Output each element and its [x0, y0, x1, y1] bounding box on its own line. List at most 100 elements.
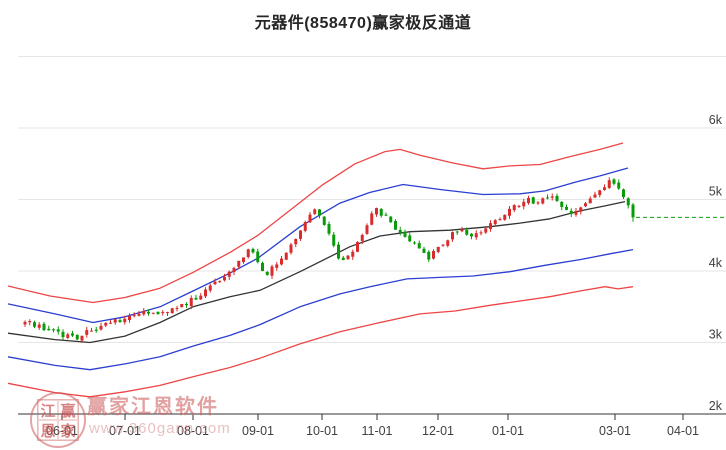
axis-tick-label: 11-01 — [361, 424, 392, 438]
candle-body — [474, 233, 478, 238]
axis-tick-label: 04-01 — [667, 424, 699, 438]
x-axis: 06-01 07-01 08-01 09-01 10-01 11-01 12-01 01-01… — [18, 413, 726, 438]
candle-body — [607, 180, 611, 188]
axis-tick-label: 3k — [709, 328, 723, 342]
candle-body — [299, 230, 302, 239]
candle-body — [208, 285, 212, 291]
candle-body — [560, 201, 564, 207]
candle-body — [498, 219, 502, 221]
candle-body — [370, 213, 374, 225]
candle-body — [142, 310, 146, 315]
candle-body — [484, 228, 488, 233]
candle-body — [489, 223, 492, 229]
candle-body — [33, 322, 36, 327]
candle-body — [109, 322, 112, 324]
axis-tick-label: 5k — [709, 185, 723, 199]
gridlines — [18, 56, 726, 343]
candle-body — [446, 240, 450, 246]
candle-body — [132, 315, 136, 317]
candle-body — [503, 214, 507, 220]
candle-body — [574, 210, 578, 215]
candle-body — [631, 204, 635, 218]
candle-body — [128, 315, 131, 321]
candle-body — [303, 222, 307, 231]
candle-body — [413, 242, 416, 244]
candle-body — [199, 295, 203, 300]
candle-body — [147, 311, 150, 314]
candle-body — [275, 264, 279, 268]
candle-body — [427, 251, 431, 260]
axis-tick-label: 07-01 — [109, 424, 141, 438]
candle-body — [356, 242, 359, 252]
candle-body — [80, 335, 84, 341]
candle-body — [232, 268, 236, 272]
candle-body — [455, 231, 459, 233]
candle-body — [360, 234, 364, 241]
candle-body — [341, 257, 345, 260]
candle-body — [337, 244, 340, 259]
candle-body — [403, 231, 407, 237]
candle-body — [622, 189, 625, 198]
candlestick-series — [23, 177, 635, 343]
candle-body — [546, 197, 549, 199]
candle-body — [75, 334, 79, 340]
candle-body — [237, 260, 241, 267]
candle-body — [180, 304, 184, 308]
candle-body — [626, 198, 630, 206]
candle-body — [166, 312, 169, 314]
candle-body — [588, 198, 592, 204]
candle-body — [379, 208, 383, 216]
candle-body — [294, 239, 298, 245]
candle-body — [408, 235, 412, 242]
candle-body — [584, 203, 587, 207]
candle-body — [346, 255, 350, 260]
candle-body — [251, 248, 255, 253]
candle-body — [593, 194, 597, 198]
candle-body — [365, 225, 369, 234]
candle-body — [156, 311, 160, 315]
candle-body — [569, 210, 573, 214]
candle-body — [289, 244, 293, 253]
candle-body — [327, 223, 331, 234]
candle-body — [256, 251, 260, 263]
axis-tick-label: 01-01 — [492, 424, 524, 438]
candle-body — [531, 197, 535, 204]
candle-body — [550, 196, 554, 198]
candle-body — [85, 330, 89, 335]
candle-body — [451, 232, 454, 240]
candle-body — [322, 216, 326, 225]
candle-body — [517, 205, 521, 207]
candle-body — [185, 304, 188, 306]
candle-body — [42, 323, 46, 331]
y-axis-labels: 6k 5k 4k 3k 2k — [709, 113, 723, 413]
candle-body — [394, 221, 397, 230]
middle-black-channel-line — [7, 200, 626, 344]
candle-body — [261, 262, 264, 271]
lower-red-channel-line — [7, 286, 634, 398]
candle-body — [284, 252, 288, 260]
candle-body — [522, 201, 526, 207]
candle-body — [470, 233, 473, 237]
candle-body — [432, 251, 435, 259]
candle-body — [113, 319, 117, 323]
candle-body — [194, 297, 198, 300]
candle-body — [28, 321, 32, 323]
candle-body — [318, 209, 321, 216]
candle-body — [579, 207, 583, 212]
candle-body — [536, 202, 540, 204]
candle-body — [465, 229, 469, 235]
candle-body — [175, 308, 179, 310]
candle-body — [565, 206, 568, 210]
candle-body — [479, 232, 483, 234]
candle-body — [94, 329, 98, 331]
candle-body — [493, 220, 497, 225]
candle-body — [71, 333, 74, 336]
lower-blue-channel-line — [7, 248, 634, 371]
axis-tick-label: 06-01 — [46, 424, 78, 438]
candle-body — [61, 331, 65, 338]
axis-tick-label: 10-01 — [306, 424, 338, 438]
candle-body — [441, 244, 445, 246]
chart-title: 元器件(858470)赢家极反通道 — [254, 15, 472, 32]
candle-body — [351, 251, 355, 257]
